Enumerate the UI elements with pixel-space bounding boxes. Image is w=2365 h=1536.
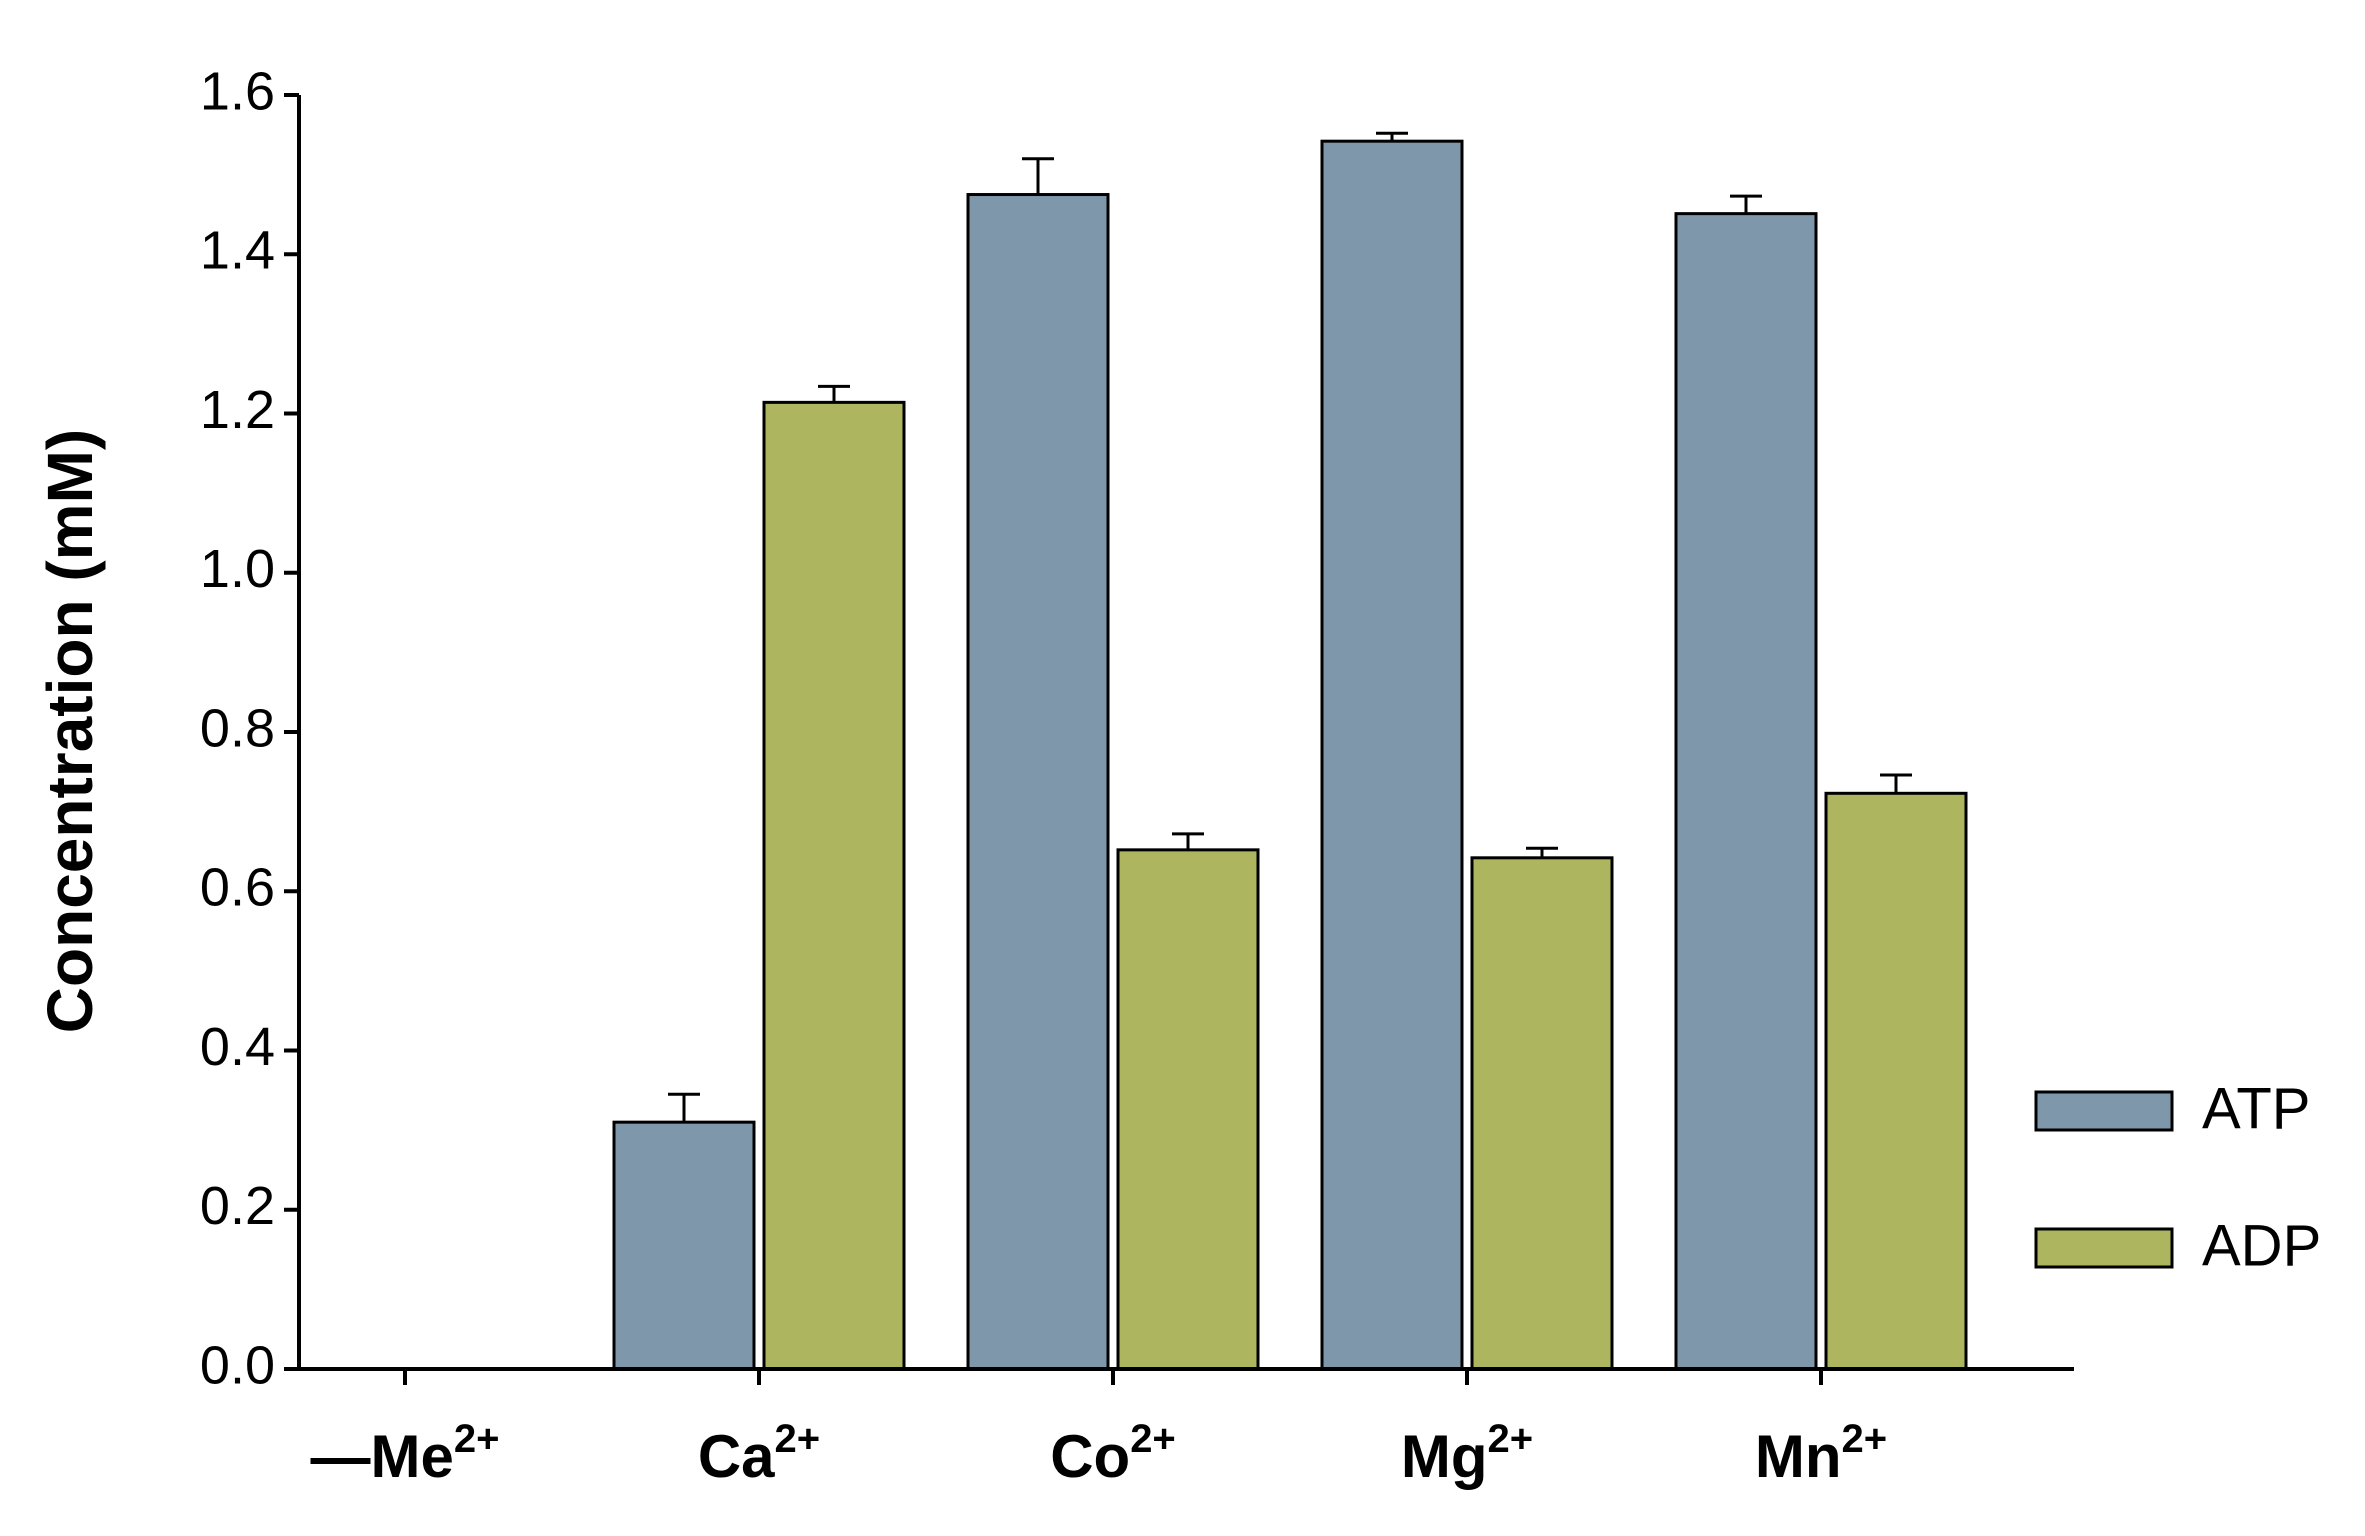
category-sup: 2+ <box>1130 1417 1176 1461</box>
legend-label: ADP <box>2202 1213 2321 1278</box>
legend-swatch <box>2034 1090 2174 1132</box>
y-tick-label: 1.2 <box>200 380 275 440</box>
category-sup: 2+ <box>775 1417 821 1461</box>
x-tick-label: Mg2+ <box>1401 1417 1533 1490</box>
bar <box>1470 856 1614 1371</box>
x-tick-label: Mn2+ <box>1755 1417 1887 1490</box>
y-tick-label: 0.4 <box>200 1017 275 1077</box>
legend-swatch <box>2034 1227 2174 1269</box>
category-base: Mg <box>1401 1423 1488 1490</box>
y-tick-label: 1.6 <box>200 61 275 121</box>
bar <box>1824 791 1968 1371</box>
category-base: —Me <box>311 1423 454 1490</box>
category-sup: 2+ <box>1488 1417 1534 1461</box>
legend-label: ATP <box>2202 1076 2311 1141</box>
y-tick-label: 0.2 <box>200 1176 275 1236</box>
category-sup: 2+ <box>1842 1417 1888 1461</box>
y-tick-label: 0.6 <box>200 858 275 918</box>
bar <box>612 1120 756 1371</box>
x-tick-label: —Me2+ <box>311 1417 500 1490</box>
y-tick-label: 0.8 <box>200 698 275 758</box>
bar <box>762 400 906 1371</box>
y-tick-label: 0.0 <box>200 1335 275 1395</box>
category-sup: 2+ <box>454 1417 500 1461</box>
category-base: Mn <box>1755 1423 1842 1490</box>
y-axis-label: Concentration (mM) <box>34 429 106 1033</box>
category-base: Ca <box>698 1423 775 1490</box>
bar <box>1674 212 1818 1371</box>
bar <box>966 193 1110 1371</box>
x-tick-label: Co2+ <box>1050 1417 1176 1490</box>
y-tick-label: 1.0 <box>200 539 275 599</box>
bar <box>1116 848 1260 1371</box>
y-tick-label: 1.4 <box>200 221 275 281</box>
category-base: Co <box>1050 1423 1130 1490</box>
bar <box>1320 139 1464 1371</box>
x-tick-label: Ca2+ <box>698 1417 820 1490</box>
